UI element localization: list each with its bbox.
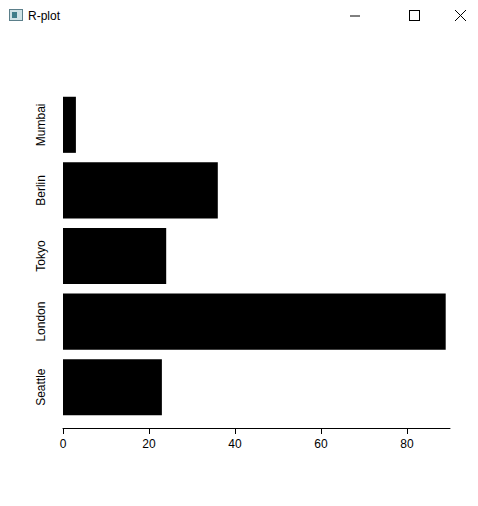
svg-text:Berlin: Berlin xyxy=(34,175,48,206)
html-text:R-plot: R-plot xyxy=(28,9,60,23)
svg-text:60: 60 xyxy=(314,437,328,451)
svg-text:80: 80 xyxy=(400,437,414,451)
svg-text:20: 20 xyxy=(142,437,156,451)
svg-text:Seattle: Seattle xyxy=(34,368,48,406)
svg-text:Mumbai: Mumbai xyxy=(34,103,48,146)
svg-text:London: London xyxy=(34,302,48,342)
svg-text:Tokyo: Tokyo xyxy=(34,240,48,272)
svg-text:0: 0 xyxy=(60,437,67,451)
svg-text:40: 40 xyxy=(228,437,242,451)
